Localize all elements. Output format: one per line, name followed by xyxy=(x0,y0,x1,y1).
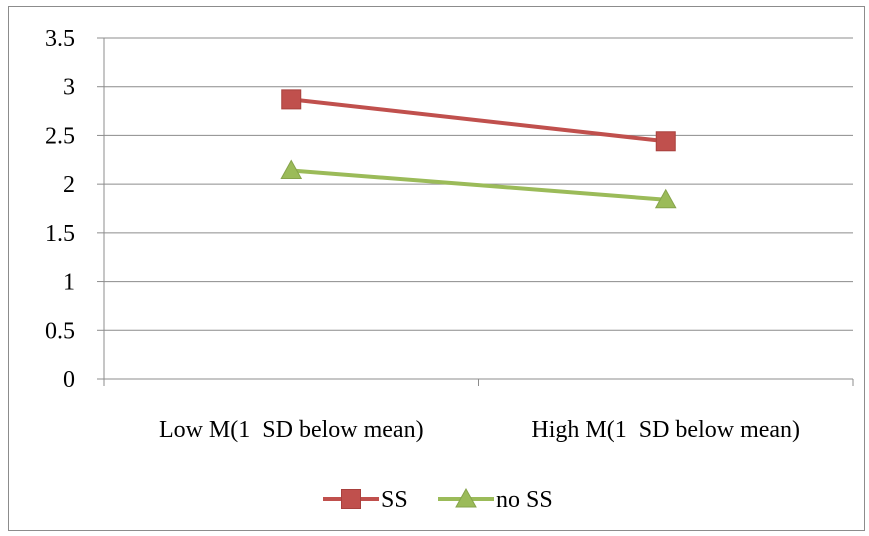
y-tick-label: 3.5 xyxy=(45,26,75,52)
y-tick-label: 0.5 xyxy=(45,318,75,344)
legend-item: SS xyxy=(323,487,408,513)
data-point xyxy=(654,188,677,209)
y-tick-label: 3 xyxy=(63,75,75,101)
axes xyxy=(97,37,854,386)
data-point xyxy=(655,131,676,152)
legend-marker xyxy=(341,489,361,509)
legend: SS no SS xyxy=(323,487,553,513)
legend-label: SS xyxy=(381,487,408,513)
y-tick-label: 1.5 xyxy=(45,221,75,247)
chart-frame xyxy=(8,6,865,531)
legend-label: no SS xyxy=(496,487,553,513)
series-ss xyxy=(281,89,676,152)
y-axis-ticks: 0 0.5 1 1.5 2 2.5 3 3.5 xyxy=(45,26,75,393)
legend-marker xyxy=(455,487,477,508)
gridlines xyxy=(104,37,853,331)
y-tick-label: 2.5 xyxy=(45,123,75,149)
series-line xyxy=(291,168,666,202)
x-tick-label: High M(1 SD below mean) xyxy=(531,417,800,443)
series-no-ss xyxy=(280,159,677,209)
x-axis-ticks: Low M(1 SD below mean) High M(1 SD below … xyxy=(159,417,800,443)
y-tick-label: 0 xyxy=(63,367,75,393)
x-tick-label: Low M(1 SD below mean) xyxy=(159,417,424,443)
series-line xyxy=(291,97,666,144)
legend-item: no SS xyxy=(438,487,553,513)
data-point xyxy=(281,89,302,110)
series-group xyxy=(280,89,677,209)
data-point xyxy=(280,159,303,180)
y-tick-label: 2 xyxy=(63,172,75,198)
y-tick-label: 1 xyxy=(63,270,75,296)
